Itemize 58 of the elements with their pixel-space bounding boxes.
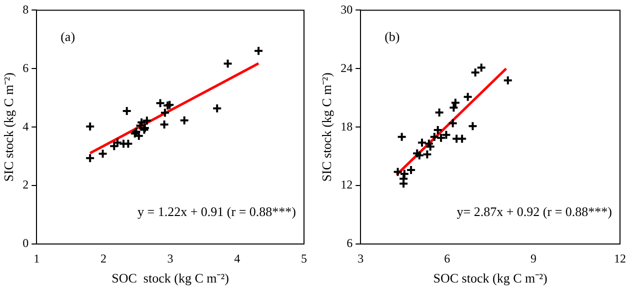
y-axis-title: SIC stock (kg C m⁻²) xyxy=(1,72,16,182)
y-tick-label: 30 xyxy=(340,2,353,16)
point xyxy=(425,142,436,152)
point xyxy=(422,149,432,160)
annotation: y= 2.87x + 0.92 (r = 0.88***) xyxy=(456,204,612,219)
y-tick-label: 6 xyxy=(346,236,353,250)
point xyxy=(122,106,132,116)
point xyxy=(142,116,152,126)
point xyxy=(98,148,108,159)
point xyxy=(476,62,486,73)
x-tick-label: 4 xyxy=(234,251,240,266)
y-axis-title: SIC stock (kg C m⁻²) xyxy=(319,72,334,182)
y-tick-label: 4 xyxy=(22,119,29,134)
point xyxy=(222,58,233,69)
point xyxy=(416,138,427,148)
x-tick-label: 3 xyxy=(167,251,174,266)
point xyxy=(396,132,407,142)
point xyxy=(448,102,459,113)
x-tick-label: 3 xyxy=(358,251,364,266)
point xyxy=(429,132,440,142)
point xyxy=(123,138,134,149)
point xyxy=(462,92,473,102)
y-tick-label: 8 xyxy=(22,2,29,16)
point xyxy=(450,98,460,108)
point xyxy=(159,119,170,130)
point xyxy=(179,115,190,126)
x-tick-label: 12 xyxy=(614,251,626,266)
y-tick-label: 6 xyxy=(22,60,29,75)
point xyxy=(457,134,468,144)
x-tick-label: 5 xyxy=(301,251,307,266)
y-tick-label: 24 xyxy=(340,60,353,75)
x-axis-title: SOC stock (kg C m⁻²) xyxy=(112,270,229,286)
x-axis-title: SOC stock (kg C m⁻²) xyxy=(433,270,548,286)
point xyxy=(109,141,120,152)
point xyxy=(398,178,409,189)
y-tick-label: 12 xyxy=(340,178,353,192)
point xyxy=(448,118,458,128)
y-tick-label: 18 xyxy=(340,119,353,134)
annotation: (a) xyxy=(60,29,76,44)
y-tick-label: 0 xyxy=(22,236,29,250)
point xyxy=(212,103,222,114)
point xyxy=(254,46,264,56)
point xyxy=(502,75,513,86)
point xyxy=(85,122,96,132)
x-tick-label: 9 xyxy=(530,251,537,266)
x-tick-label: 2 xyxy=(100,251,106,266)
point xyxy=(468,121,478,132)
point xyxy=(85,153,96,164)
x-tick-label: 1 xyxy=(34,251,40,266)
point xyxy=(441,130,452,140)
point xyxy=(160,108,170,118)
x-tick-label: 6 xyxy=(444,251,450,266)
point xyxy=(434,107,444,118)
annotation: y = 1.22x + 0.91 (r = 0.88***) xyxy=(138,204,296,219)
y-tick-label: 2 xyxy=(22,178,29,192)
point xyxy=(406,164,416,175)
point xyxy=(470,68,480,78)
annotation: (b) xyxy=(384,29,400,44)
